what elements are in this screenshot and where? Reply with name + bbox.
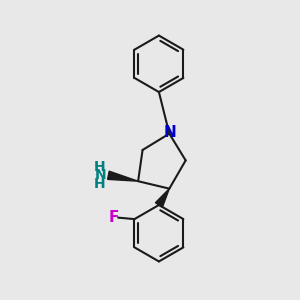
Text: N: N bbox=[164, 125, 176, 140]
Text: F: F bbox=[109, 210, 119, 225]
Polygon shape bbox=[108, 171, 138, 181]
Polygon shape bbox=[155, 189, 169, 207]
Text: N: N bbox=[95, 168, 107, 182]
Text: H: H bbox=[94, 160, 105, 174]
Text: H: H bbox=[94, 177, 105, 190]
